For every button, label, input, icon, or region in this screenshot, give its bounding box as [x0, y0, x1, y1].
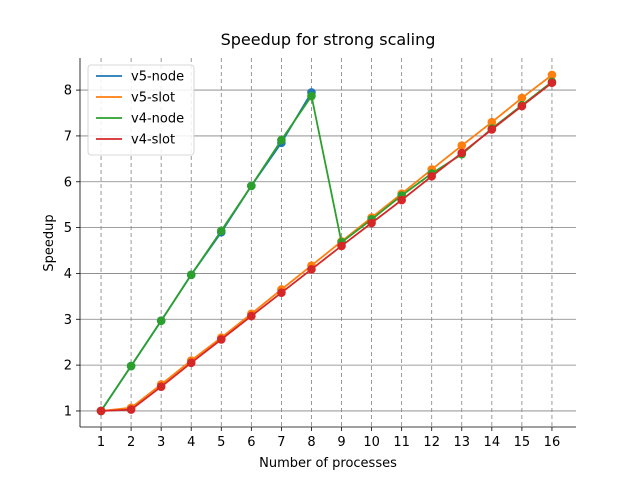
y-tick-label: 4: [64, 267, 72, 282]
data-point: [307, 91, 316, 101]
legend: v5-node v5-slot v4-node v4-slot: [87, 64, 195, 156]
legend-label: v4-slot: [131, 133, 175, 148]
data-point: [156, 382, 166, 391]
data-point: [517, 93, 527, 103]
legend-label: v4-node: [131, 112, 184, 127]
x-tick-label: 12: [423, 435, 440, 450]
data-point: [337, 241, 346, 251]
data-point: [487, 117, 497, 127]
data-point: [126, 361, 136, 371]
y-tick-label: 5: [64, 221, 72, 236]
y-tick-label: 7: [64, 129, 72, 144]
x-tick-label: 2: [127, 435, 135, 450]
y-tick-label: 8: [64, 84, 72, 99]
y-tick-label: 1: [64, 404, 72, 419]
data-point: [156, 316, 166, 325]
x-tick-label: 13: [453, 435, 470, 450]
y-tick-label: 6: [64, 175, 72, 190]
x-tick-label: 3: [157, 435, 165, 450]
data-point: [216, 226, 226, 236]
data-point: [277, 288, 286, 297]
data-point: [547, 70, 557, 80]
data-point: [277, 135, 286, 145]
data-point: [216, 335, 226, 344]
x-tick-label: 9: [337, 435, 345, 450]
grid: [80, 58, 576, 427]
x-tick-label: 11: [393, 435, 410, 450]
legend-label: v5-slot: [131, 91, 175, 106]
data-point: [397, 195, 406, 205]
series-line: [100, 74, 553, 412]
data-point: [247, 181, 256, 191]
x-tick-label: 14: [484, 435, 501, 450]
chart-title: Speedup for strong scaling: [221, 30, 436, 49]
data-point: [487, 125, 497, 134]
x-tick-label: 6: [247, 435, 255, 450]
x-axis-label: Number of processes: [259, 456, 397, 471]
series-v4-slot: [96, 78, 557, 416]
legend-frame: [87, 64, 195, 156]
data-point: [457, 141, 467, 150]
legend-label: v5-node: [131, 70, 184, 85]
data-point: [186, 270, 196, 280]
data-point: [547, 78, 557, 88]
data-point: [247, 311, 256, 321]
data-point: [457, 148, 467, 158]
x-tick-label: 8: [307, 435, 315, 450]
data-point: [96, 406, 106, 416]
data-point: [186, 358, 196, 368]
x-tick-label: 15: [514, 435, 531, 450]
y-tick-label: 3: [64, 313, 72, 328]
x-tick-label: 5: [217, 435, 225, 450]
x-tick-label: 10: [363, 435, 380, 450]
data-point: [517, 101, 527, 111]
x-tick-label: 7: [277, 435, 285, 450]
y-axis-label: Speedup: [42, 214, 57, 271]
y-tick-label: 2: [64, 359, 72, 374]
data-point: [367, 218, 376, 228]
x-tick-label: 4: [187, 435, 195, 450]
series-layer: [96, 70, 557, 416]
data-point: [307, 265, 316, 274]
series-line: [100, 82, 553, 412]
data-point: [126, 405, 136, 414]
x-tick-label: 1: [97, 435, 105, 450]
data-point: [427, 171, 437, 181]
x-tick-label: 16: [544, 435, 561, 450]
